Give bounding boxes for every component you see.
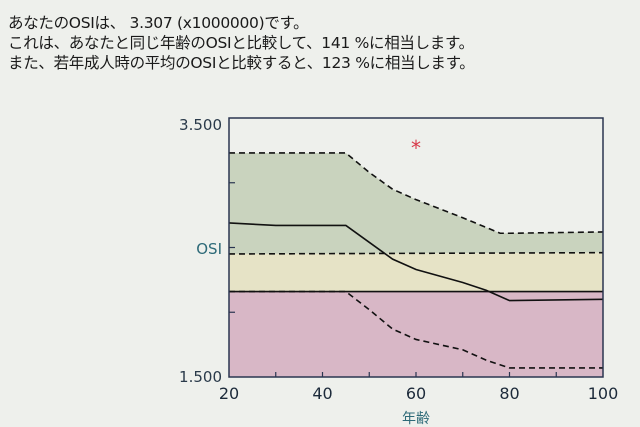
series-young-adult-upper	[228, 251, 604, 255]
y-axis-label: OSI	[196, 240, 222, 258]
y-tick-label-bottom: 1.500	[179, 368, 222, 386]
young-adult-comparison-text: また、若年成人時の平均のOSIと比較すると、123 %に相当します。	[8, 54, 475, 72]
series-upper-dashed	[229, 152, 604, 235]
x-axis-label: 年齢	[402, 411, 430, 427]
your-osi-marker: *	[411, 136, 421, 160]
y-tick-label-top: 3.500	[179, 116, 222, 134]
series-age-mean	[228, 222, 604, 302]
age-comparison-text: これは、あなたと同じ年齢のOSIと比較して、141 %に相当します。	[8, 34, 474, 52]
x-tick-label: 80	[499, 384, 519, 403]
upper-band	[229, 152, 603, 254]
lower-band	[229, 291, 603, 377]
x-tick-label: 20	[219, 384, 239, 403]
x-tick-label: 60	[406, 384, 426, 403]
x-tick-label: 40	[312, 384, 332, 403]
young-adult-band	[229, 252, 603, 292]
series-lower-dashed	[229, 290, 603, 369]
osi-value-text: あなたのOSIは、 3.307 (x1000000)です。	[8, 14, 309, 32]
x-tick-label: 100	[588, 384, 619, 403]
